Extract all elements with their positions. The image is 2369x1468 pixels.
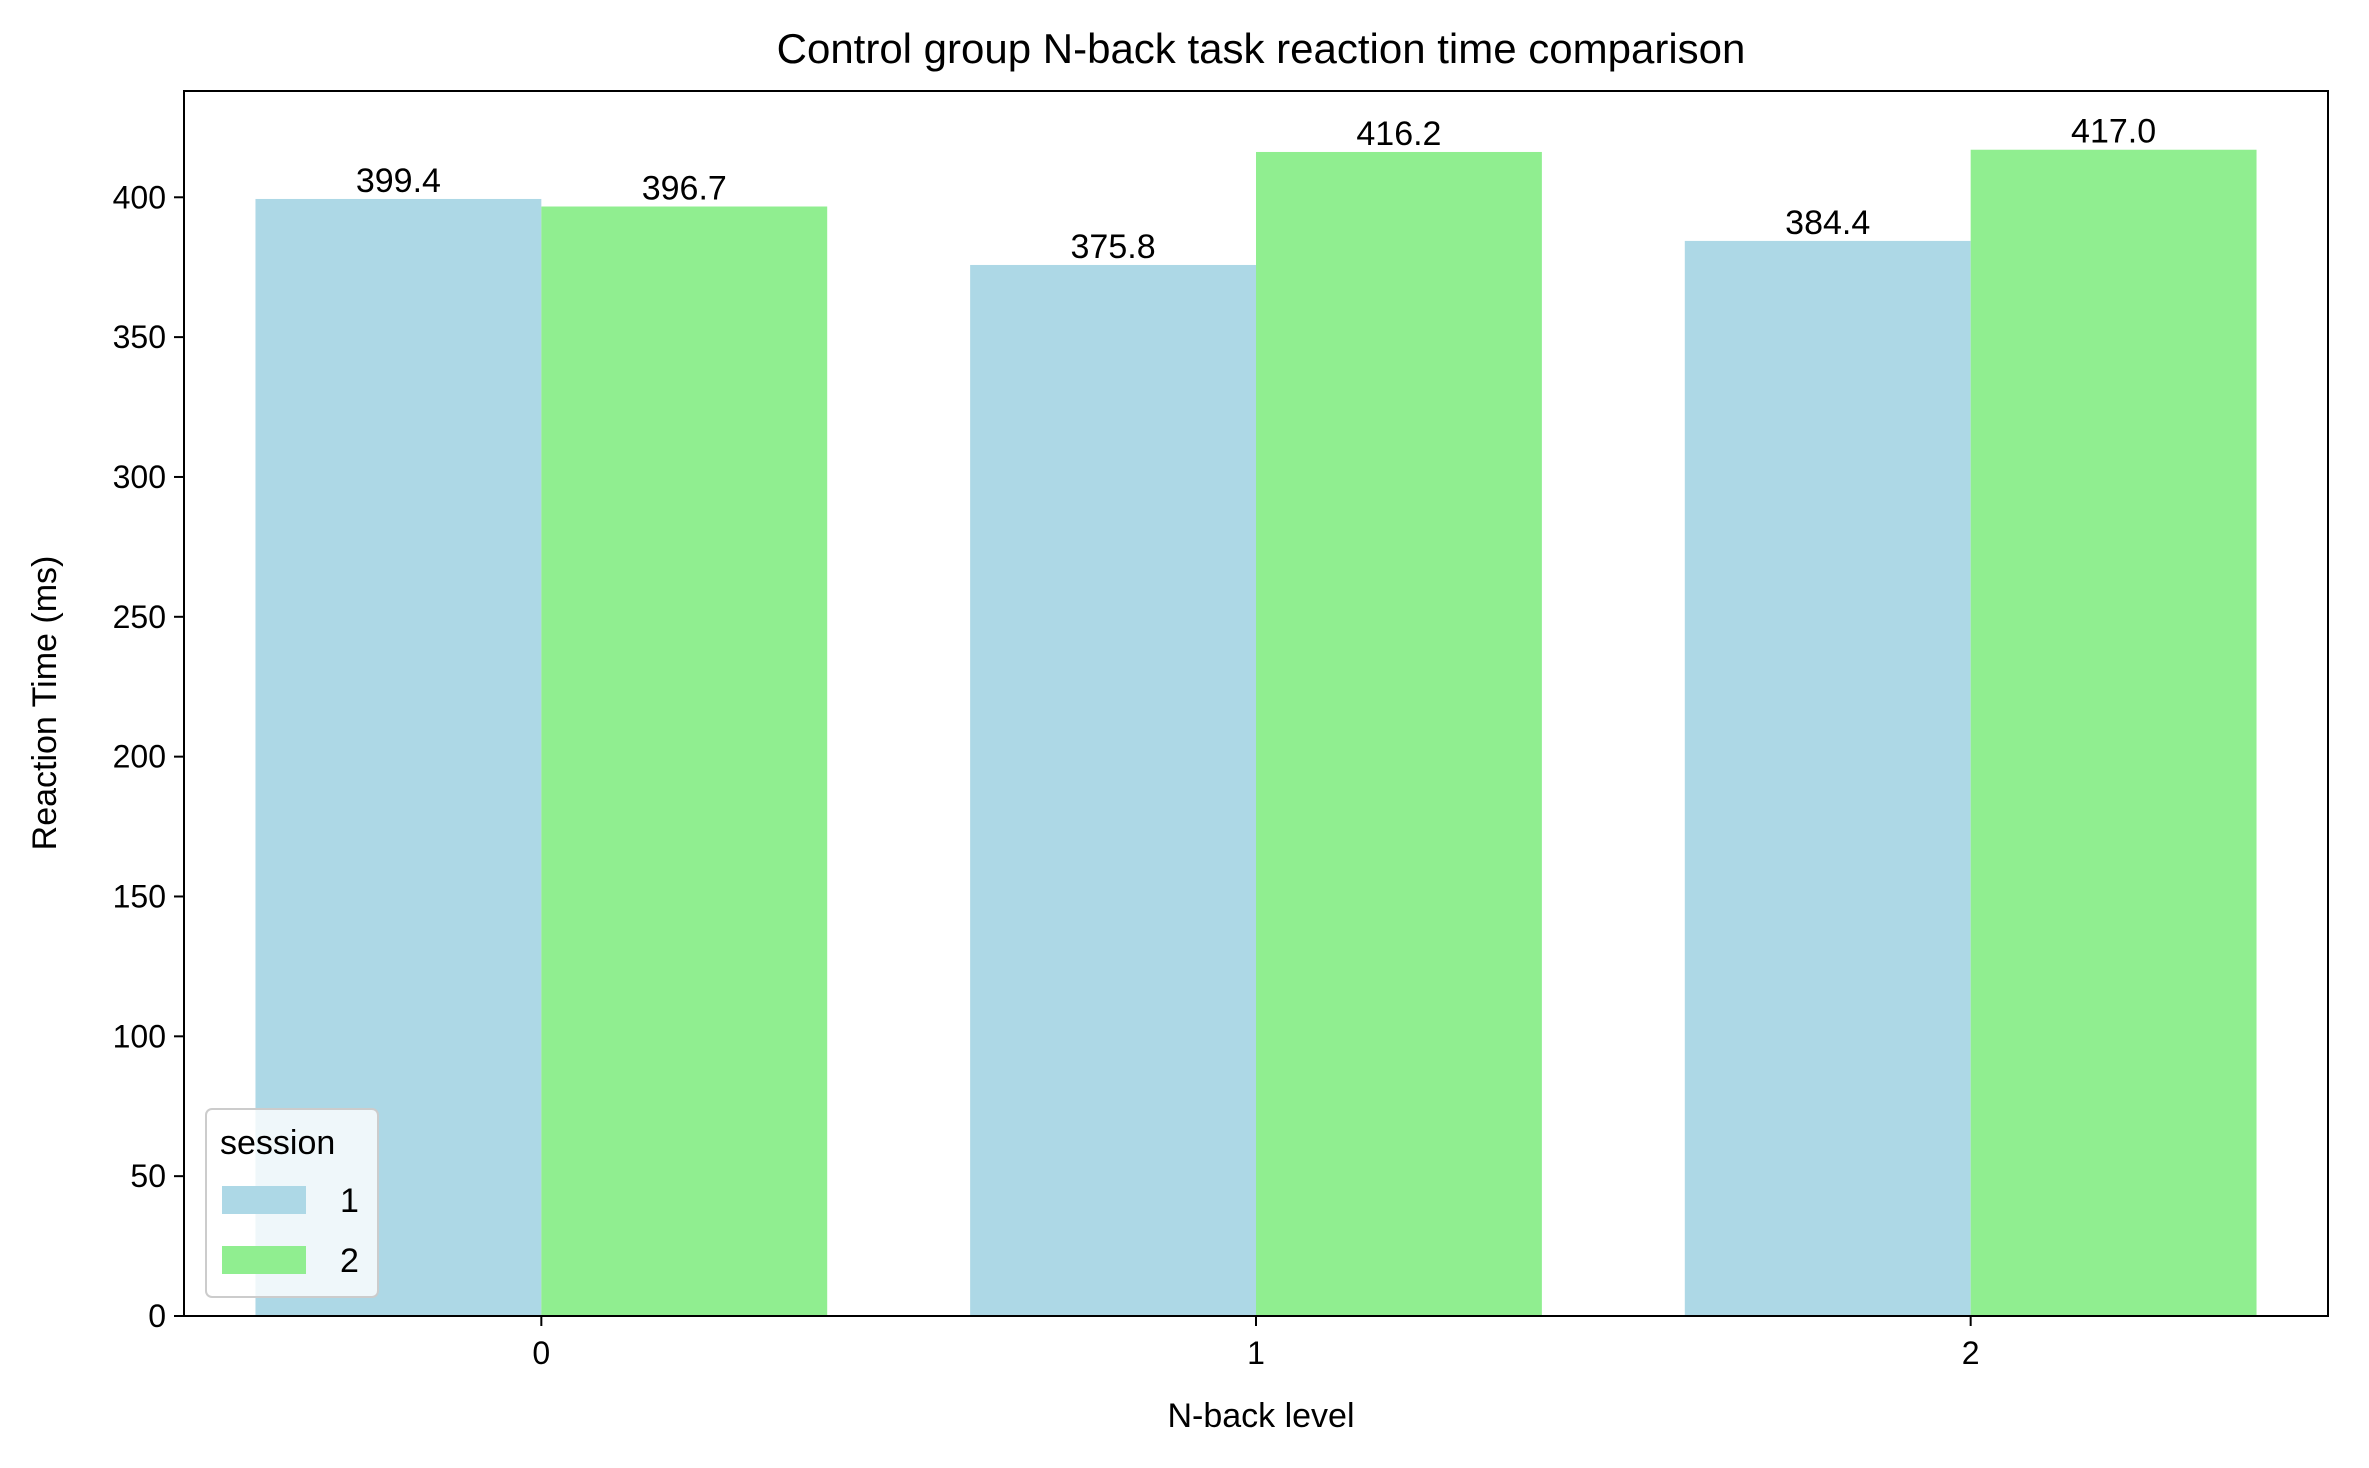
x-tick-label: 0 [532, 1335, 550, 1371]
bar-level-0-session-2 [541, 206, 828, 1316]
bar-value-label: 416.2 [1356, 115, 1441, 153]
bar-value-label: 396.7 [642, 170, 727, 208]
y-tick-label: 50 [130, 1158, 166, 1194]
bar-value-label: 375.8 [1071, 228, 1156, 266]
y-axis: 0 50 100 150 200 250 300 350 400 [113, 179, 184, 1334]
y-tick-label: 400 [113, 179, 166, 215]
x-tick-label: 1 [1247, 1335, 1265, 1371]
legend-swatch-session-2 [222, 1246, 306, 1274]
plot-frame [183, 90, 2329, 1317]
x-axis-label: N-back level [1167, 1397, 1354, 1435]
y-tick-label: 350 [113, 319, 166, 355]
bar-level-1-session-1 [970, 264, 1256, 1316]
y-tick-label: 250 [113, 599, 166, 635]
bar-value-label: 417.0 [2071, 113, 2156, 151]
y-tick-label: 0 [148, 1298, 166, 1334]
x-tick-label: 2 [1962, 1335, 1980, 1371]
bar-value-label: 384.4 [1785, 204, 1870, 242]
bar-level-2-session-2 [1970, 149, 2257, 1316]
legend-label-session-2: 2 [340, 1242, 359, 1280]
bar-value-label: 399.4 [356, 162, 441, 200]
x-axis: 0 1 2 [532, 1316, 1980, 1371]
y-tick-label: 150 [113, 878, 166, 914]
bars-group [255, 149, 2257, 1316]
y-tick-label: 200 [113, 739, 166, 775]
legend: session 1 2 [205, 1108, 379, 1298]
legend-swatch-session-1 [222, 1186, 306, 1214]
bar-level-2-session-1 [1684, 240, 1971, 1316]
y-tick-label: 300 [113, 459, 166, 495]
legend-label-session-1: 1 [340, 1182, 359, 1220]
y-tick-label: 100 [113, 1018, 166, 1054]
legend-title: session [220, 1124, 335, 1162]
bar-labels-group: 399.4 396.7 375.8 416.2 384.4 417.0 [356, 113, 2156, 266]
chart-title: Control group N-back task reaction time … [777, 25, 1746, 72]
bar-level-1-session-2 [1256, 151, 1542, 1316]
y-axis-label: Reaction Time (ms) [26, 556, 64, 851]
